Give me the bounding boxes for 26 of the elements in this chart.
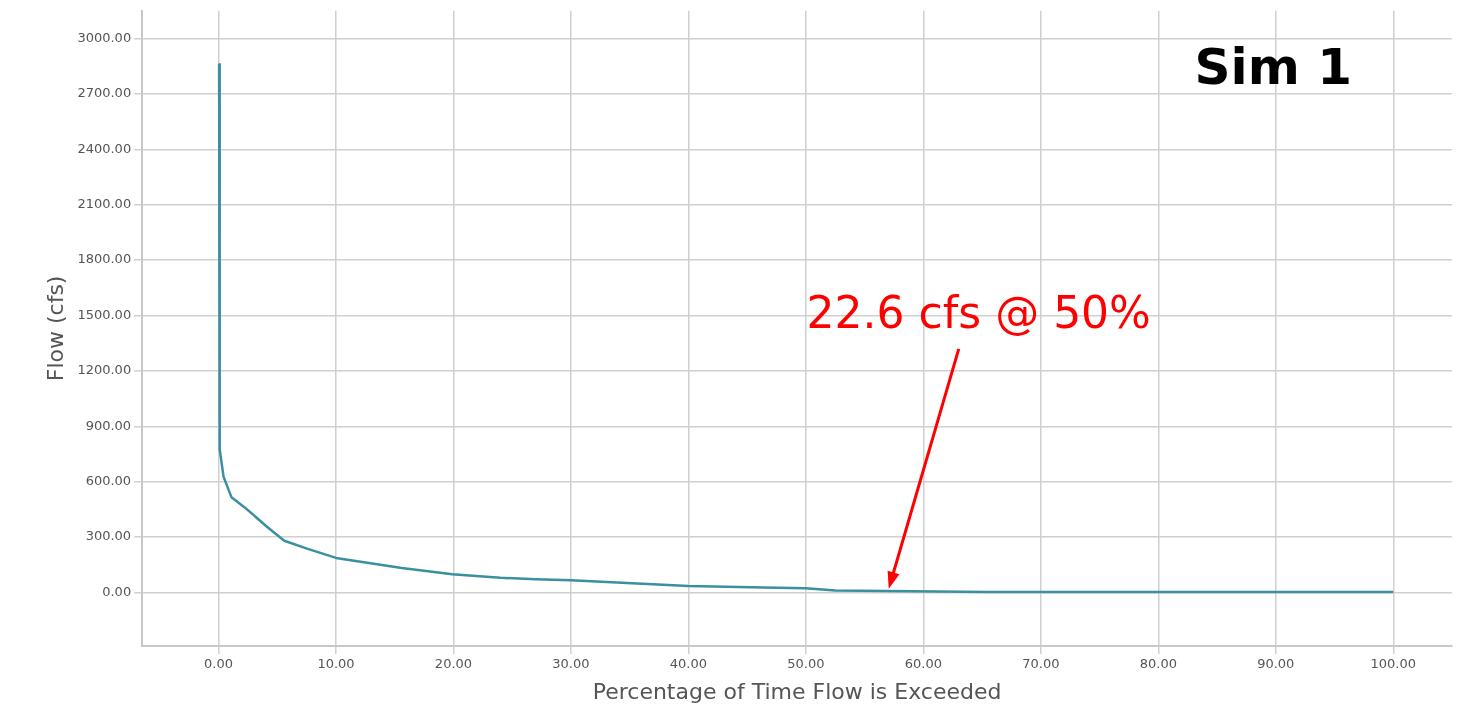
x-tick-label: 50.00 (787, 656, 825, 672)
x-tick-label: 80.00 (1139, 656, 1177, 672)
x-axis-title: Percentage of Time Flow is Exceeded (592, 678, 1002, 704)
x-tick-label: 60.00 (904, 656, 942, 672)
y-tick-label: 900.00 (85, 417, 132, 433)
y-tick-label: 3000.00 (77, 29, 132, 45)
y-tick-label: 600.00 (85, 473, 132, 489)
x-tick-label: 30.00 (552, 656, 590, 672)
x-tick-label: 90.00 (1257, 656, 1295, 672)
text: Sim 1 (1194, 37, 1352, 96)
x-tick-label: 70.00 (1022, 656, 1060, 672)
y-tick-label: 2700.00 (77, 85, 132, 101)
y-tick-label: 300.00 (85, 528, 132, 544)
annotation: 22.6 cfs @ 50% (806, 287, 1151, 339)
x-tick-label: 40.00 (669, 656, 708, 672)
y-tick-label: 0.00 (102, 583, 132, 599)
y-tick-label: 1500.00 (77, 306, 132, 322)
x-tick-label: 10.00 (317, 656, 355, 672)
y-tick-label: 2100.00 (77, 196, 132, 212)
x-tick-label: 20.00 (434, 656, 473, 672)
y-tick-label: 1800.00 (77, 251, 132, 267)
x-tick-label: 0.00 (204, 656, 233, 672)
y-axis-title: Flow (cfs) (42, 275, 68, 382)
y-tick-label: 1200.00 (77, 362, 132, 378)
x-tick-label: 100.00 (1370, 656, 1417, 672)
y-tick-label: 2400.00 (77, 140, 132, 156)
